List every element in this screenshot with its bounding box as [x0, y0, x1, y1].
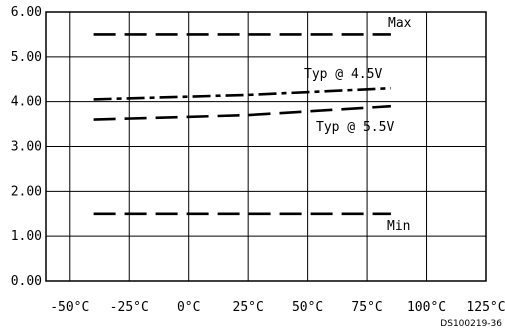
series-line-typ-5-5v — [93, 104, 391, 121]
y-tick-labels: 0.00 1.00 2.00 3.00 4.00 5.00 6.00 — [11, 5, 42, 289]
x-tick-label: -25°C — [110, 300, 149, 315]
annotation-label: Typ @ 4.5V — [304, 67, 382, 82]
x-tick-label: -50°C — [50, 300, 89, 315]
y-tick-label: 2.00 — [11, 184, 42, 199]
x-tick-labels: -50°C -25°C 0°C 25°C 50°C 75°C 100°C 125°C — [50, 300, 505, 315]
y-tick-label: 4.00 — [11, 95, 42, 110]
annotation-label: Typ @ 5.5V — [316, 120, 394, 135]
x-tick-label: 25°C — [233, 300, 264, 315]
annotation-label: Min — [387, 219, 410, 234]
y-tick-label: 5.00 — [11, 50, 42, 65]
annotations: Max Typ @ 4.5V Typ @ 5.5V Min — [304, 16, 412, 234]
series-layer — [93, 33, 391, 216]
x-tick-label: 50°C — [292, 300, 323, 315]
plot-frame — [45, 11, 487, 282]
x-tick-label: 75°C — [351, 300, 382, 315]
y-tick-label: 3.00 — [11, 140, 42, 155]
grid-layer — [46, 12, 486, 281]
series-line-typ-4-5v — [93, 86, 391, 101]
y-tick-label: 6.00 — [11, 5, 42, 20]
x-tick-label: 0°C — [177, 300, 200, 315]
y-tick-label: 1.00 — [11, 229, 42, 244]
x-tick-label: 125°C — [466, 300, 505, 315]
document-id: DS100219-36 — [440, 319, 502, 329]
x-tick-label: 100°C — [407, 300, 446, 315]
y-tick-label: 0.00 — [11, 274, 42, 289]
annotation-label: Max — [388, 16, 412, 31]
